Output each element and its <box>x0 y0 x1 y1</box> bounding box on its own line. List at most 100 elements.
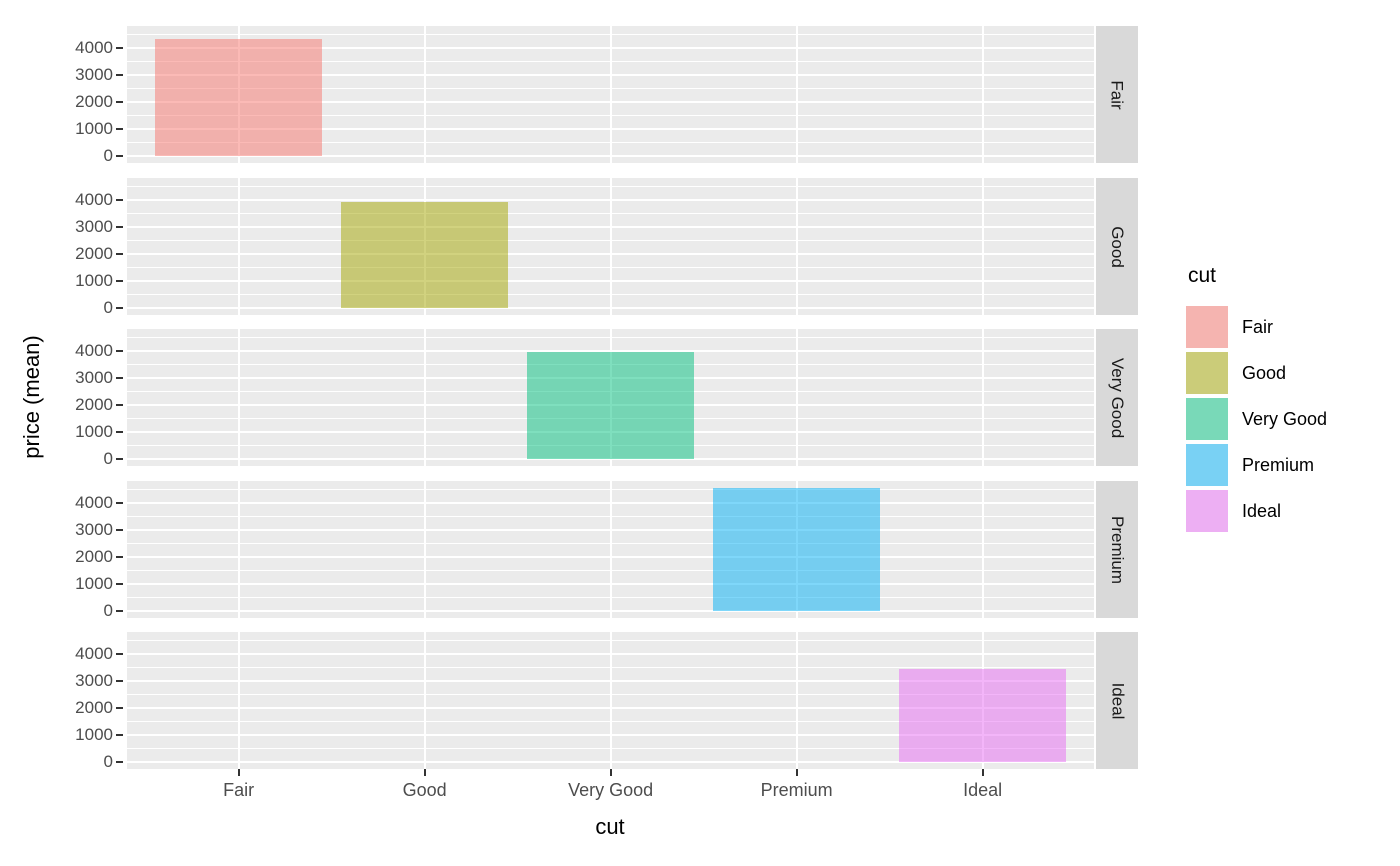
legend-key <box>1186 490 1228 532</box>
x-tick-label: Premium <box>760 780 833 800</box>
legend: cut Fair Good Very Good Premium Ideal <box>1186 264 1396 554</box>
facet-strip: Ideal <box>1096 632 1138 769</box>
vertical-gridline <box>981 329 984 466</box>
x-tick-label: Good <box>402 780 447 800</box>
y-tick-mark <box>116 680 123 683</box>
y-tick-label: 1000 <box>75 118 113 138</box>
vertical-gridline <box>237 178 240 315</box>
legend-key <box>1186 398 1228 440</box>
legend-key <box>1186 444 1228 486</box>
y-tick-mark <box>116 47 123 50</box>
vertical-gridline <box>609 481 612 618</box>
y-tick-label: 2000 <box>75 395 113 415</box>
y-tick-label: 0 <box>103 145 113 165</box>
y-tick-mark <box>116 306 123 309</box>
facet-strip-label: Good <box>1108 225 1127 268</box>
y-tick-label: 0 <box>103 448 113 468</box>
vertical-gridline <box>981 26 984 163</box>
facet-strip-label: Fair <box>1108 79 1127 110</box>
legend-key-swatch <box>1186 444 1228 486</box>
y-tick-mark <box>116 733 123 736</box>
bar <box>527 351 695 459</box>
y-tick-label: 1000 <box>75 421 113 441</box>
y-tick-label: 2000 <box>75 547 113 567</box>
legend-item: Fair <box>1186 306 1396 348</box>
vertical-gridline <box>609 26 612 163</box>
y-tick-mark <box>116 279 123 282</box>
vertical-gridline <box>795 178 798 315</box>
y-tick-label: 1000 <box>75 724 113 744</box>
x-tick-mark <box>237 769 240 776</box>
x-tick-mark <box>795 769 798 776</box>
facet-panel <box>127 481 1094 618</box>
y-tick-mark <box>116 101 123 104</box>
x-tick-label: Very Good <box>568 780 654 800</box>
y-tick-label: 3000 <box>75 368 113 388</box>
bar <box>713 487 881 611</box>
legend-item: Premium <box>1186 444 1396 486</box>
facet-panel <box>127 178 1094 315</box>
y-tick-label: 2000 <box>75 698 113 718</box>
vertical-gridline <box>795 329 798 466</box>
vertical-gridline <box>237 632 240 769</box>
x-tick-mark <box>981 769 984 776</box>
x-tick-label: Fair <box>223 780 255 800</box>
y-tick-mark <box>116 653 123 656</box>
legend-item-label: Fair <box>1242 316 1273 337</box>
x-tick-mark <box>423 769 426 776</box>
y-tick-label: 0 <box>103 751 113 771</box>
vertical-gridline <box>237 481 240 618</box>
vertical-gridline <box>981 481 984 618</box>
vertical-gridline <box>795 632 798 769</box>
y-tick-mark <box>116 404 123 407</box>
facet-strip: Very Good <box>1096 329 1138 466</box>
y-tick-mark <box>116 502 123 505</box>
x-axis-title: cut <box>595 814 625 839</box>
y-tick-mark <box>116 350 123 353</box>
vertical-gridline <box>237 329 240 466</box>
y-tick-mark <box>116 127 123 130</box>
facet-panel <box>127 26 1094 163</box>
y-tick-label: 1000 <box>75 270 113 290</box>
vertical-gridline <box>423 26 426 163</box>
legend-key-swatch <box>1186 306 1228 348</box>
legend-item-label: Premium <box>1242 454 1315 475</box>
y-tick-mark <box>116 199 123 202</box>
y-tick-label: 0 <box>103 600 113 620</box>
y-tick-label: 2000 <box>75 244 113 264</box>
legend-item-label: Very Good <box>1242 408 1328 429</box>
y-tick-label: 3000 <box>75 217 113 237</box>
x-tick-label: Ideal <box>963 780 1003 800</box>
y-tick-mark <box>116 707 123 710</box>
y-tick-label: 4000 <box>75 38 113 58</box>
y-axis-title: price (mean) <box>19 335 44 459</box>
legend-item: Ideal <box>1186 490 1396 532</box>
facet-strip: Premium <box>1096 481 1138 618</box>
y-tick-label: 4000 <box>75 644 113 664</box>
vertical-gridline <box>981 178 984 315</box>
vertical-gridline <box>423 329 426 466</box>
legend-key-swatch <box>1186 352 1228 394</box>
y-tick-label: 4000 <box>75 493 113 513</box>
y-tick-mark <box>116 760 123 763</box>
y-tick-mark <box>116 74 123 77</box>
legend-key <box>1186 352 1228 394</box>
y-tick-mark <box>116 582 123 585</box>
y-tick-label: 1000 <box>75 573 113 593</box>
y-tick-label: 3000 <box>75 671 113 691</box>
vertical-gridline <box>423 632 426 769</box>
y-tick-label: 2000 <box>75 92 113 112</box>
legend-item: Very Good <box>1186 398 1396 440</box>
y-tick-mark <box>116 430 123 433</box>
vertical-gridline <box>423 481 426 618</box>
facet-panel <box>127 329 1094 466</box>
y-tick-mark <box>116 529 123 532</box>
facet-panel <box>127 632 1094 769</box>
bar <box>899 668 1067 762</box>
vertical-gridline <box>795 26 798 163</box>
y-tick-label: 0 <box>103 297 113 317</box>
bar <box>155 38 323 156</box>
y-tick-label: 4000 <box>75 190 113 210</box>
legend-item: Good <box>1186 352 1396 394</box>
y-tick-mark <box>116 253 123 256</box>
